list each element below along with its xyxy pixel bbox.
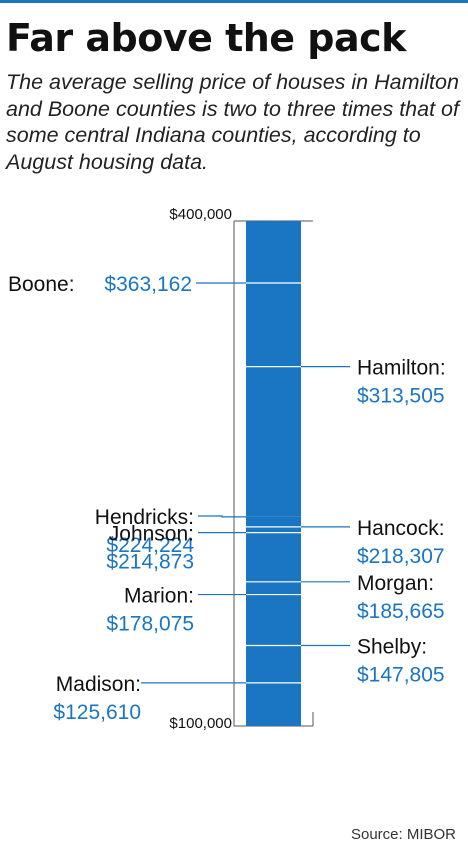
label-value-shelby: $147,805 xyxy=(357,664,445,687)
tick-label-max: $400,000 xyxy=(169,206,232,223)
label-value-hamilton: $313,505 xyxy=(357,385,445,408)
label-name-hancock: Hancock: xyxy=(357,517,445,540)
top-rule xyxy=(0,0,468,3)
label-value-hancock: $218,307 xyxy=(357,545,445,568)
bar-average-price xyxy=(246,221,301,726)
chart-subtitle: The average selling price of houses in H… xyxy=(6,70,459,174)
chart-title: Far above the pack xyxy=(6,16,406,60)
bar-layer xyxy=(246,221,301,726)
source-note: Source: MIBOR xyxy=(350,826,456,843)
label-value-marion: $178,075 xyxy=(106,613,194,636)
label-value-hendricks: $224,224 xyxy=(106,534,194,557)
label-name-johnson: Johnson: xyxy=(109,523,194,546)
label-name-boone: Boone: xyxy=(8,273,75,296)
tick-label-min: $100,000 xyxy=(169,715,232,732)
label-name-hamilton: Hamilton: xyxy=(357,357,446,380)
label-name-madison: Madison: xyxy=(56,673,141,696)
label-name-morgan: Morgan: xyxy=(357,572,434,595)
label-value-madison: $125,610 xyxy=(53,701,141,724)
label-name-shelby: Shelby: xyxy=(357,636,427,659)
label-layer: $400,000 $100,000 Boone: $363,162 Hamilton: $… xyxy=(8,206,446,732)
label-value-morgan: $185,665 xyxy=(357,600,445,623)
label-name-marion: Marion: xyxy=(124,585,194,608)
label-value-boone: $363,162 xyxy=(104,273,192,296)
label-name-hendricks: Hendricks: xyxy=(95,506,194,529)
label-value-johnson: $214,873 xyxy=(106,551,194,574)
leader-hendricks xyxy=(198,515,301,518)
